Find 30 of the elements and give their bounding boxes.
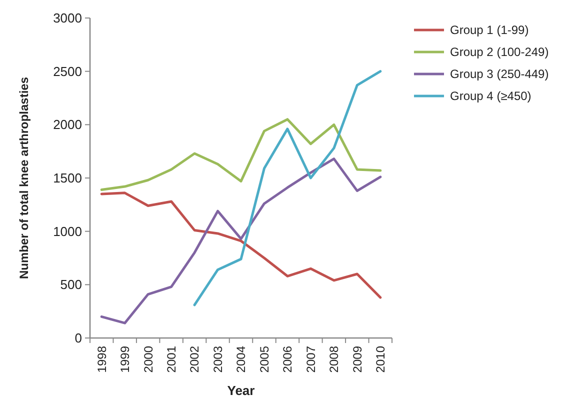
x-tick-label: 2001 bbox=[164, 346, 179, 373]
legend-label: Group 2 (100-249) bbox=[450, 45, 549, 60]
x-tick-label: 1999 bbox=[118, 346, 132, 373]
y-tick-label: 500 bbox=[60, 277, 82, 292]
x-tick-label: 2008 bbox=[327, 346, 342, 373]
y-axis-title: Number of total knee arthroplasties bbox=[17, 76, 31, 280]
y-tick-label: 2000 bbox=[53, 117, 82, 132]
legend-label: Group 1 (1-99) bbox=[450, 23, 529, 38]
y-tick-label: 1000 bbox=[53, 224, 82, 239]
legend-label: Group 3 (250-449) bbox=[450, 67, 549, 82]
line-series bbox=[193, 70, 382, 306]
y-tick-label: 0 bbox=[74, 330, 82, 346]
x-tick-label: 2002 bbox=[188, 346, 202, 373]
legend-label: Group 4 (≥450) bbox=[450, 89, 532, 104]
x-tick-label: 2009 bbox=[350, 346, 364, 373]
x-tick-label: 2007 bbox=[304, 346, 318, 373]
y-tick-label: 2500 bbox=[53, 64, 82, 79]
y-tick-label: 3000 bbox=[53, 10, 82, 26]
x-tick-label: 2006 bbox=[280, 346, 295, 373]
x-tick-label: 2010 bbox=[374, 346, 388, 373]
x-tick-label: 2000 bbox=[141, 346, 156, 373]
x-tick-label: 2003 bbox=[210, 346, 225, 373]
x-axis-title: Year bbox=[227, 383, 255, 398]
x-tick-label: 2005 bbox=[257, 346, 272, 373]
x-tick-label: 1998 bbox=[94, 346, 109, 373]
line-series bbox=[100, 118, 382, 191]
line-series bbox=[100, 192, 382, 299]
line-series bbox=[100, 158, 382, 324]
y-tick-label: 1500 bbox=[53, 170, 82, 186]
x-tick-label: 2004 bbox=[234, 346, 248, 373]
